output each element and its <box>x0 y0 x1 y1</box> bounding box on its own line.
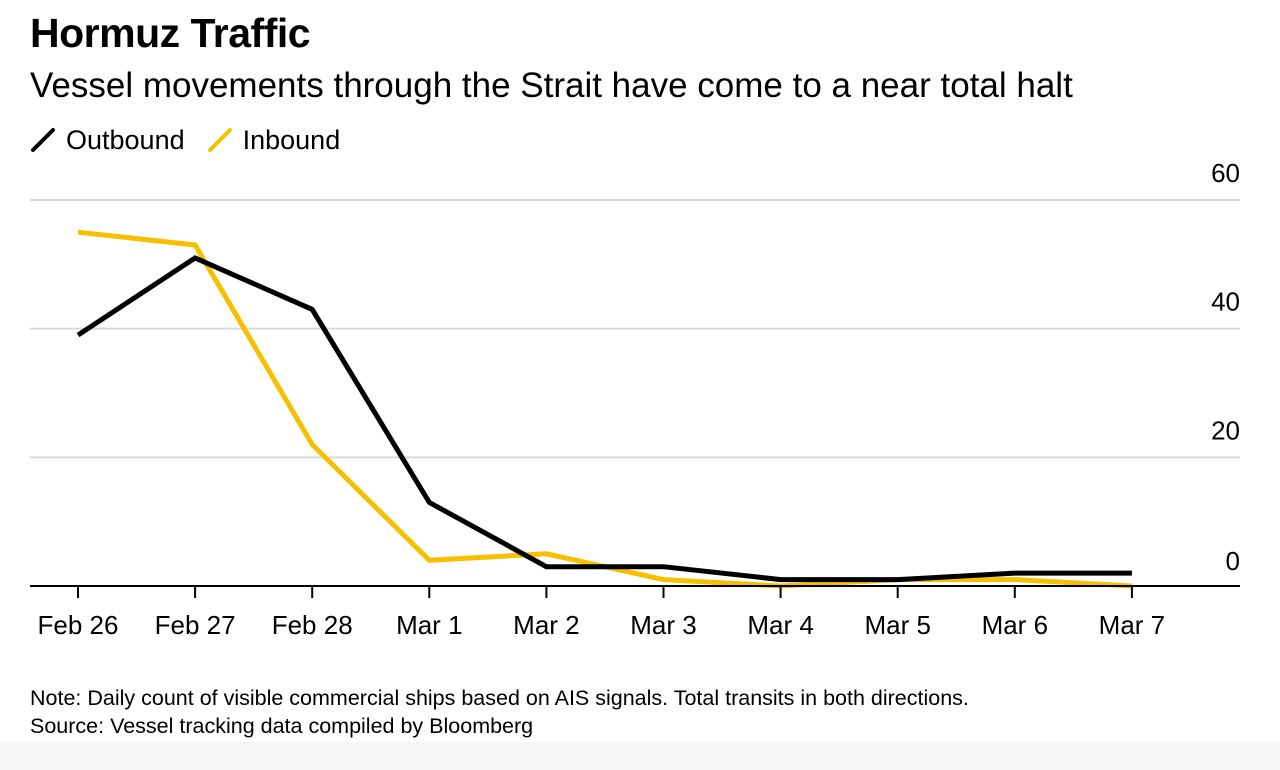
chart-source: Source: Vessel tracking data compiled by… <box>30 714 534 738</box>
legend-swatch-inbound <box>207 128 232 152</box>
x-tick-label-3: Mar 1 <box>396 610 462 640</box>
legend-swatch-outbound-line <box>31 128 55 152</box>
line-chart: 0 20 40 60 Feb 26 Feb 27 Feb 28 Mar 1 Mar 2 Mar … <box>30 158 1240 640</box>
y-tick-label-20: 20 <box>1211 415 1240 445</box>
legend-swatch-outbound <box>31 128 55 152</box>
x-tick-label-5: Mar 3 <box>630 610 696 640</box>
x-axis-tick-labels: Feb 26 Feb 27 Feb 28 Mar 1 Mar 2 Mar 3 Mar 4 Ma… <box>38 610 1166 640</box>
x-tick-label-4: Mar 2 <box>513 610 579 640</box>
bottom-band <box>0 742 1280 770</box>
y-axis-tick-labels: 0 20 40 60 <box>1211 158 1240 576</box>
series-lines <box>76 229 1133 589</box>
grid-lines <box>30 199 1240 459</box>
y-tick-label-60: 60 <box>1211 158 1240 188</box>
chart-subtitle: Vessel movements through the Strait have… <box>30 66 1073 105</box>
chart-legend: Outbound Inbound <box>30 123 362 157</box>
legend-item-inbound: Inbound <box>207 124 341 156</box>
x-tick-label-7: Mar 5 <box>864 610 930 640</box>
x-tick-label-8: Mar 6 <box>982 610 1048 640</box>
chart-title: Hormuz Traffic <box>30 10 311 56</box>
legend-label-inbound: Inbound <box>242 124 341 155</box>
chart-note: Note: Daily count of visible commercial … <box>30 686 969 710</box>
chart-footer: Note: Daily count of visible commercial … <box>30 684 969 740</box>
x-axis <box>30 585 1240 598</box>
x-tick-label-9: Mar 7 <box>1099 610 1165 640</box>
x-tick-label-0: Feb 26 <box>38 610 119 640</box>
y-tick-label-0: 0 <box>1226 546 1240 576</box>
legend-swatch-inbound-line <box>207 128 232 152</box>
legend-label-outbound: Outbound <box>66 124 185 155</box>
x-tick-label-6: Mar 4 <box>747 610 813 640</box>
x-tick-label-1: Feb 27 <box>155 610 236 640</box>
series-line-inbound <box>77 229 1133 589</box>
y-tick-label-40: 40 <box>1211 287 1240 317</box>
legend-item-outbound: Outbound <box>30 125 185 156</box>
series-line-outbound <box>76 255 1132 583</box>
x-tick-label-2: Feb 28 <box>272 610 353 640</box>
